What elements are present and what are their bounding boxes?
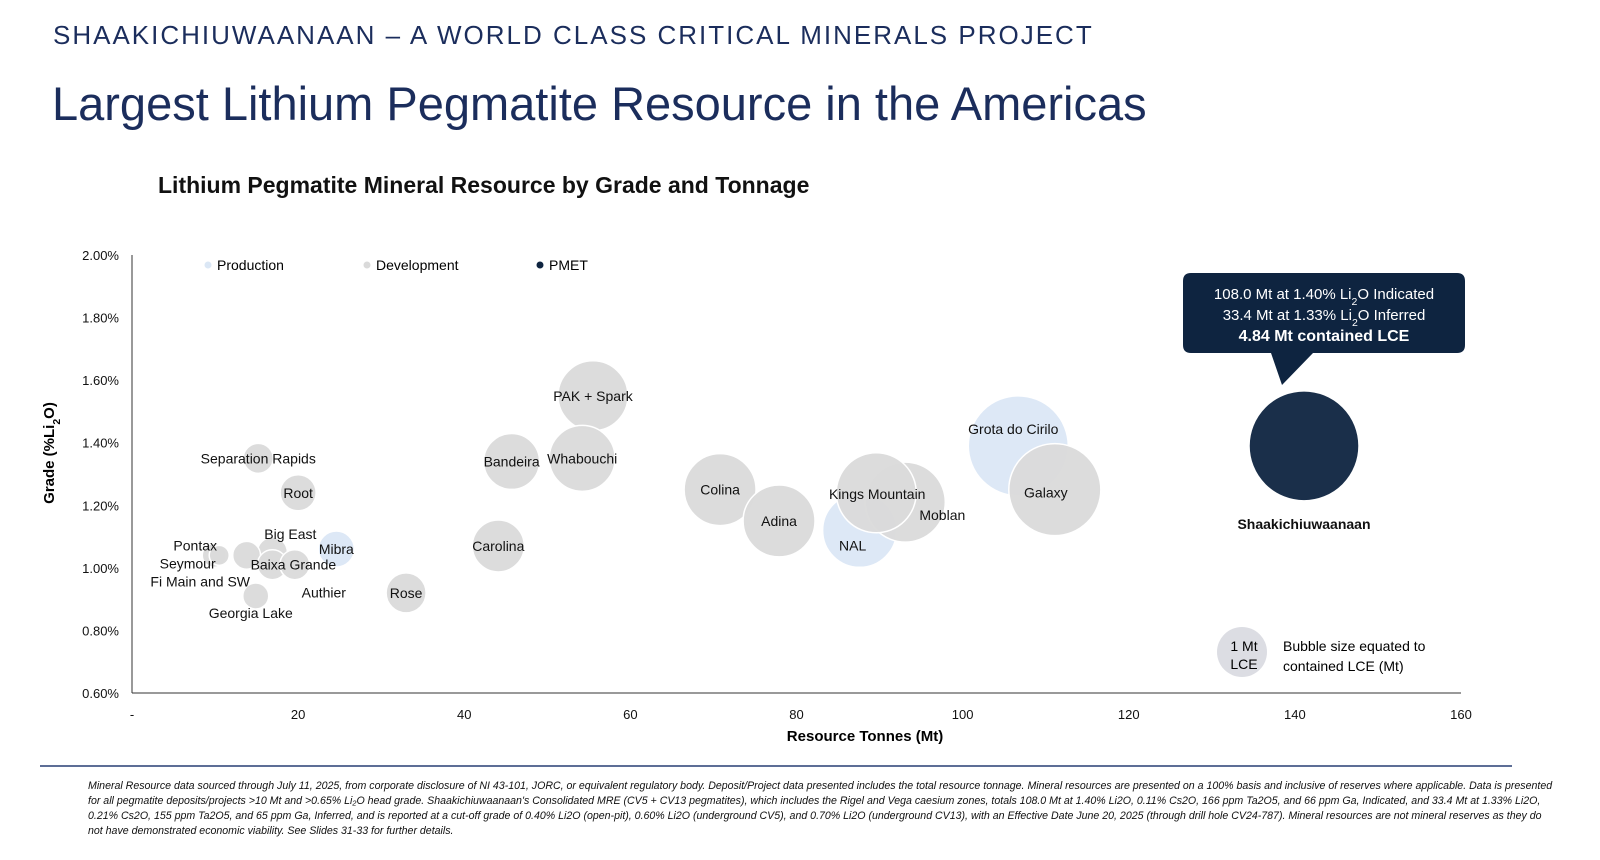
legend-label-pmet: PMET bbox=[549, 257, 588, 273]
bubble-carolina bbox=[471, 519, 526, 573]
bubble-label: Pontax bbox=[173, 537, 217, 553]
y-axis-label: Grade (%Li2O) bbox=[41, 402, 63, 504]
x-tick-label: 60 bbox=[623, 707, 637, 722]
y-tick-label: 2.00% bbox=[82, 248, 119, 263]
size-legend-bubble bbox=[1217, 627, 1267, 677]
bubble-label: Galaxy bbox=[1024, 485, 1068, 501]
bubble-label: Seymour bbox=[160, 555, 216, 571]
legend-marker-pmet bbox=[536, 261, 544, 269]
x-tick-label: 40 bbox=[457, 707, 471, 722]
x-tick-label: 120 bbox=[1118, 707, 1140, 722]
callout-line-2: 33.4 Mt at 1.33% Li2O Inferred bbox=[1223, 307, 1426, 329]
bubble-label: Separation Rapids bbox=[201, 450, 316, 466]
y-tick-label: 1.80% bbox=[82, 311, 119, 326]
bubble-colina bbox=[683, 452, 757, 527]
x-tick-label: - bbox=[130, 707, 134, 722]
bubble-adina bbox=[742, 484, 816, 558]
bubble-kings-mountain bbox=[835, 452, 917, 534]
bubble-label: Grota do Cirilo bbox=[968, 421, 1058, 437]
legend-label-development: Development bbox=[376, 257, 459, 273]
size-legend-marker-text: 1 Mt bbox=[1230, 638, 1257, 654]
bubble-galaxy bbox=[1008, 442, 1102, 537]
x-tick-label: 100 bbox=[952, 707, 974, 722]
legend-marker-production bbox=[204, 261, 212, 269]
bubble-label: Colina bbox=[700, 482, 740, 498]
y-tick-label: 1.40% bbox=[82, 436, 119, 451]
bubble-label: Carolina bbox=[472, 538, 524, 554]
bubble-shaakichiuwaanaan bbox=[1248, 390, 1360, 502]
y-tick-label: 0.60% bbox=[82, 686, 119, 701]
bubble-root bbox=[279, 473, 317, 512]
y-tick-label: 1.20% bbox=[82, 498, 119, 513]
x-tick-label: 140 bbox=[1284, 707, 1306, 722]
bubble-label: Rose bbox=[390, 585, 423, 601]
x-axis-label: Resource Tonnes (Mt) bbox=[787, 728, 943, 745]
legend-marker-development bbox=[363, 261, 371, 269]
divider bbox=[40, 765, 1512, 767]
y-tick-label: 0.80% bbox=[82, 623, 119, 638]
callout-box bbox=[1183, 273, 1465, 385]
bubble-label: Root bbox=[283, 485, 313, 501]
size-legend-text: contained LCE (Mt) bbox=[1283, 658, 1404, 674]
bubble-label: PAK + Spark bbox=[553, 388, 634, 404]
callout-line-1: 108.0 Mt at 1.40% Li2O Indicated bbox=[1214, 286, 1434, 308]
bubble-georgia-lake bbox=[242, 582, 270, 610]
bubble-label: Baixa Grande bbox=[251, 557, 337, 573]
legend-label-production: Production bbox=[217, 257, 284, 273]
x-tick-label: 160 bbox=[1450, 707, 1472, 722]
chart-title: Lithium Pegmatite Mineral Resource by Gr… bbox=[158, 172, 810, 198]
y-tick-label: 1.00% bbox=[82, 561, 119, 576]
bubble-authier bbox=[279, 548, 311, 581]
bubble-label: Big East bbox=[264, 526, 316, 542]
x-tick-label: 80 bbox=[789, 707, 803, 722]
bubble-rose bbox=[385, 572, 427, 614]
bubble-label: Bandeira bbox=[484, 453, 540, 469]
bubble-label: Adina bbox=[761, 513, 797, 529]
x-tick-label: 20 bbox=[291, 707, 305, 722]
bubble-label: Shaakichiuwaanaan bbox=[1237, 516, 1370, 532]
size-legend-text: Bubble size equated to bbox=[1283, 638, 1426, 654]
bubble-fi-main-and-sw bbox=[208, 544, 230, 567]
bubble-separation-rapids bbox=[242, 442, 275, 475]
bubble-label: Moblan bbox=[919, 507, 965, 523]
page-title: Largest Lithium Pegmatite Resource in th… bbox=[52, 77, 1147, 130]
bubble-bandeira bbox=[482, 432, 541, 491]
bubble-label: Mibra bbox=[319, 541, 354, 557]
y-tick-label: 1.60% bbox=[82, 373, 119, 388]
callout-line-3: 4.84 Mt contained LCE bbox=[1239, 328, 1410, 345]
size-legend-marker-text: LCE bbox=[1230, 656, 1257, 672]
section-kicker: SHAAKICHIUWAANAAN – A WORLD CLASS CRITIC… bbox=[53, 20, 1094, 50]
bubble-label: Whabouchi bbox=[547, 450, 617, 466]
bubble-label: Georgia Lake bbox=[209, 605, 293, 621]
bubble-whabouchi bbox=[548, 424, 616, 493]
footnote: Mineral Resource data sourced through Ju… bbox=[88, 780, 1553, 837]
bubble-label: Authier bbox=[302, 585, 347, 601]
bubble-label: Fi Main and SW bbox=[150, 573, 250, 589]
bubble-label: NAL bbox=[839, 537, 866, 553]
bubble-mibra bbox=[317, 530, 356, 568]
bubble-label: Kings Mountain bbox=[829, 486, 926, 502]
